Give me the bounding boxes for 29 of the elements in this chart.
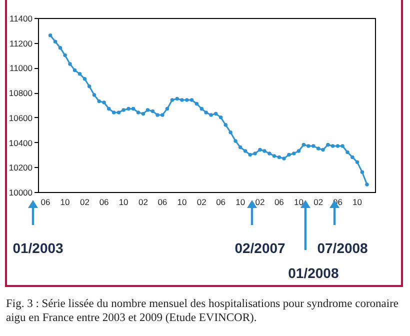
x-tick-label: 10 [294,197,304,207]
x-tick-label: 02 [314,197,324,207]
text: 01/2008 [288,265,339,281]
caption: Fig. 3 : Série lissée du nombre mensuel des hospitalisations pour syndrome coronaire aigu en France entre 2003 et 2009 (Etude EVINCOR). [6,297,400,325]
text: 01/2003 [12,240,64,256]
y-tick-label: 10200 [8,162,33,173]
text: 07/2008 [317,240,368,256]
x-tick-label: 06 [274,197,284,207]
y-tick-label: 10600 [8,112,33,123]
x-tick-label: 02 [196,197,207,207]
x-tick-label: 10 [177,197,187,207]
y-tick-label: 10800 [8,88,33,98]
x-tick-label: 02 [255,197,265,207]
x-tick-label: 02 [80,197,90,207]
x-tick-label: 06 [216,197,226,207]
x-tick-label: 10 [236,197,246,207]
x-tick-label: 06 [99,197,110,207]
x-tick-label: 02 [138,197,148,207]
y-tick-label: 11000 [9,63,33,74]
y-tick-label: 11200 [9,38,33,48]
x-tick-label: 06 [40,197,51,207]
x-tick-label: 06 [158,197,168,207]
y-tick-label: 10000 [8,188,33,198]
x-tick-label: 10 [60,197,70,207]
y-tick-label: 10400 [8,138,33,148]
x-tick-label: 10 [352,197,362,207]
text: 02/2007 [234,240,286,256]
x-tick-label: 10 [118,197,129,207]
y-tick-label: 11400 [9,14,33,24]
